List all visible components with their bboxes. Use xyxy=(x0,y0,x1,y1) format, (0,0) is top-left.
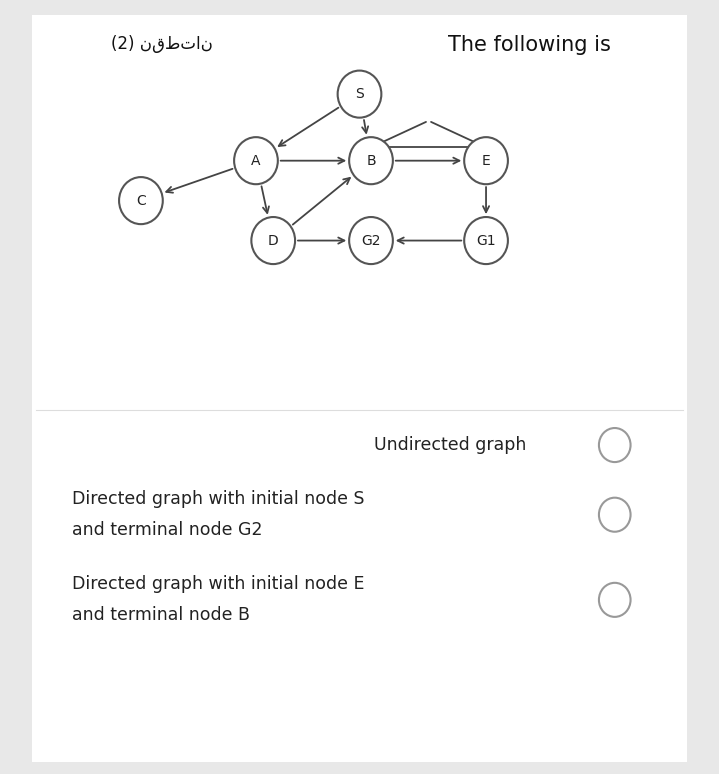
Text: Directed graph with initial node E: Directed graph with initial node E xyxy=(72,575,365,594)
Text: and terminal node G2: and terminal node G2 xyxy=(72,521,262,539)
Circle shape xyxy=(599,498,631,532)
Circle shape xyxy=(252,217,295,264)
Text: G2: G2 xyxy=(361,234,381,248)
Circle shape xyxy=(599,428,631,462)
Circle shape xyxy=(349,217,393,264)
Circle shape xyxy=(119,177,162,224)
FancyBboxPatch shape xyxy=(32,15,687,762)
Circle shape xyxy=(349,137,393,184)
Circle shape xyxy=(234,137,278,184)
Text: Undirected graph: Undirected graph xyxy=(374,436,526,454)
Text: and terminal node B: and terminal node B xyxy=(72,606,250,625)
Circle shape xyxy=(338,70,381,118)
Text: Directed graph with initial node S: Directed graph with initial node S xyxy=(72,490,365,509)
Circle shape xyxy=(464,217,508,264)
Text: E: E xyxy=(482,154,490,168)
Text: S: S xyxy=(355,87,364,101)
Text: A: A xyxy=(251,154,261,168)
Text: B: B xyxy=(366,154,376,168)
Text: (2) نقطتان: (2) نقطتان xyxy=(111,35,214,53)
Text: The following is: The following is xyxy=(448,35,611,55)
Text: G1: G1 xyxy=(476,234,496,248)
Circle shape xyxy=(464,137,508,184)
Text: D: D xyxy=(268,234,278,248)
Circle shape xyxy=(599,583,631,617)
Text: C: C xyxy=(136,194,146,207)
